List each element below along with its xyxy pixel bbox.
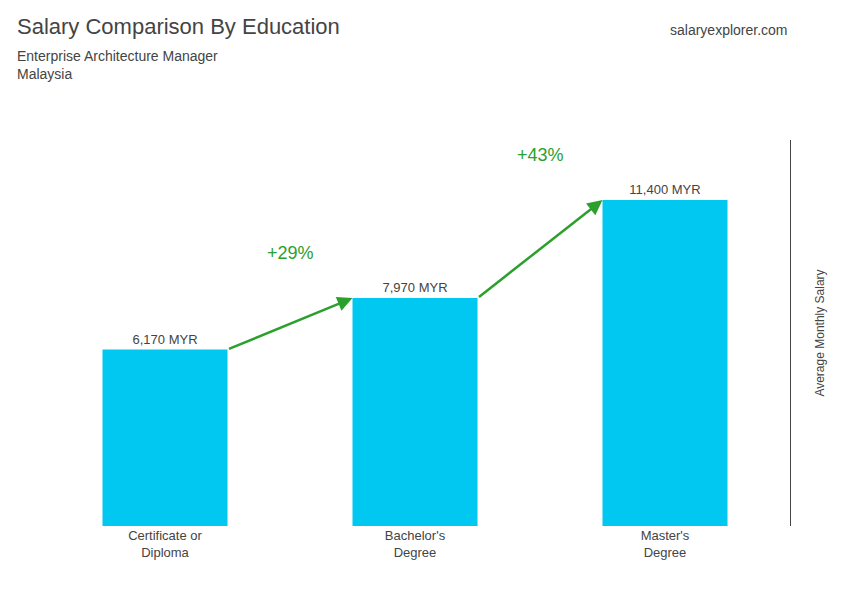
svg-text:salaryexplorer.com: salaryexplorer.com	[670, 22, 788, 38]
svg-text:+43%: +43%	[517, 145, 564, 165]
svg-text:Master'sDegree: Master'sDegree	[641, 528, 690, 560]
svg-text:Enterprise Architecture Manage: Enterprise Architecture ManagerMalaysia	[17, 48, 218, 82]
svg-text:Bachelor'sDegree: Bachelor'sDegree	[385, 528, 446, 560]
svg-text:+29%: +29%	[267, 243, 314, 263]
svg-text:Average Monthly Salary: Average Monthly Salary	[813, 269, 827, 396]
svg-text:6,170 MYR: 6,170 MYR	[132, 332, 197, 347]
svg-text:7,970 MYR: 7,970 MYR	[382, 280, 447, 295]
svg-text:Certificate orDiploma: Certificate orDiploma	[128, 528, 202, 560]
svg-text:11,400 MYR: 11,400 MYR	[629, 182, 700, 197]
svg-text:Salary Comparison By Education: Salary Comparison By Education	[17, 14, 340, 39]
